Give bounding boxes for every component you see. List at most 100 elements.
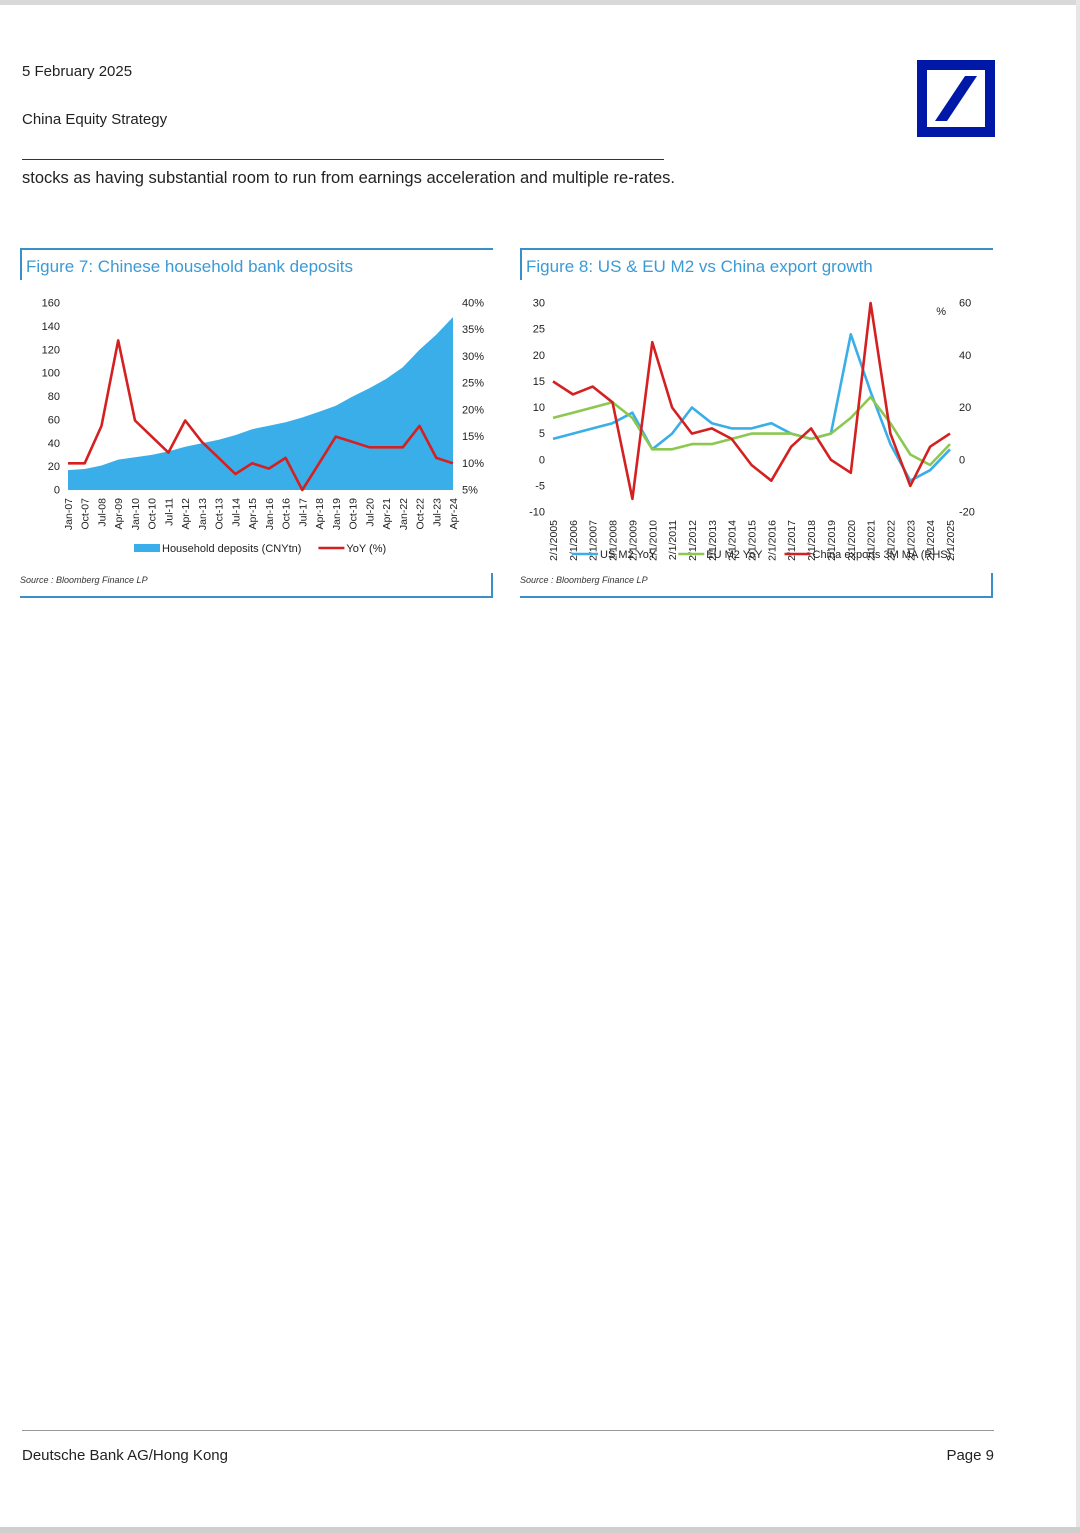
left-tick-label: 5: [539, 428, 545, 440]
figure-frame-bottom: [520, 596, 993, 598]
left-tick-label: 60: [48, 414, 60, 426]
x-tick-label: Oct-10: [147, 498, 159, 530]
x-tick-label: Jul-17: [297, 498, 309, 527]
footer-divider: [22, 1430, 994, 1431]
x-tick-label: 2/1/2013: [707, 520, 719, 561]
x-tick-label: Apr-24: [448, 498, 460, 530]
x-tick-label: 2/1/2006: [568, 520, 580, 561]
x-tick-label: Jul-23: [431, 498, 443, 527]
x-tick-label: 2/1/2009: [627, 520, 639, 561]
left-tick-label: 80: [48, 391, 60, 403]
x-tick-label: 2/1/2012: [687, 520, 699, 561]
legend-label: China exports 3M MA (RHS): [813, 549, 952, 561]
x-tick-label: Oct-07: [80, 498, 92, 530]
x-tick-label: 2/1/2008: [608, 520, 620, 561]
figure-7-chart: 0 20 40 60 80 100 120 140 160 5% 10% 15% 20% 25% 30% 35…: [42, 298, 485, 556]
report-date: 5 February 2025: [22, 63, 133, 80]
x-tick-label: Jul-20: [364, 498, 376, 527]
logo-slash-icon: [935, 76, 977, 121]
left-tick-label: 20: [533, 350, 545, 362]
figure-frame-top: [20, 248, 493, 250]
left-tick-label: 0: [539, 454, 545, 466]
left-tick-label: 10: [533, 402, 545, 414]
left-tick-label: 20: [48, 461, 60, 473]
right-tick-label: 0: [959, 454, 965, 466]
x-tick-label: Jan-10: [130, 498, 142, 530]
x-tick-label: Jan-22: [398, 498, 410, 530]
series-line-1: [552, 395, 951, 467]
x-tick-label: Apr-21: [381, 498, 393, 530]
left-tick-label: 100: [42, 368, 60, 380]
left-tick-label: 25: [533, 324, 545, 336]
body-paragraph: stocks as having substantial room to run…: [22, 169, 675, 187]
figure-8-title: Figure 8: US & EU M2 vs China export gro…: [526, 257, 873, 276]
x-tick-label: 2/1/2023: [905, 520, 917, 561]
right-axis-unit: %: [936, 306, 946, 318]
x-tick-label: Apr-09: [113, 498, 125, 530]
figure-8-source: Source : Bloomberg Finance LP: [520, 575, 648, 585]
series-area-0: [68, 317, 453, 490]
x-tick-label: 2/1/2017: [786, 520, 798, 561]
x-tick-label: 2/1/2007: [588, 520, 600, 561]
figure-8-chart: -10 -5 0 5 10 15 20 25 30 -20 0 20 40 60% 2/1/2005 2/1/…: [529, 298, 975, 562]
x-tick-label: Jan-16: [264, 498, 276, 530]
figure-7-source: Source : Bloomberg Finance LP: [20, 575, 148, 585]
left-tick-label: -5: [535, 480, 545, 492]
left-tick-label: 140: [42, 321, 60, 333]
figure-8: Figure 8: US & EU M2 vs China export gro…: [520, 248, 993, 598]
x-tick-label: Jul-14: [230, 498, 242, 527]
right-tick-label: 20: [959, 402, 971, 414]
left-tick-label: 15: [533, 376, 545, 388]
left-tick-label: 160: [42, 298, 60, 310]
right-tick-label: 40: [959, 350, 971, 362]
x-tick-label: Apr-15: [247, 498, 259, 530]
x-tick-label: 2/1/2015: [747, 520, 759, 561]
legend-label: YoY (%): [346, 543, 386, 555]
figure-frame-left: [520, 248, 522, 280]
x-tick-label: 2/1/2019: [826, 520, 838, 561]
x-tick-label: Oct-13: [214, 498, 226, 530]
x-tick-label: 2/1/2018: [806, 520, 818, 561]
x-tick-label: Jan-07: [63, 498, 75, 530]
page-top-border: [0, 0, 1080, 5]
legend-swatch: [134, 544, 160, 552]
series-line-1: [68, 339, 454, 492]
x-tick-label: 2/1/2016: [766, 520, 778, 561]
right-tick-label: 5%: [462, 485, 478, 497]
x-tick-label: 2/1/2011: [667, 520, 679, 560]
figure-7: Figure 7: Chinese household bank deposit…: [20, 248, 493, 598]
x-tick-label: Jan-13: [197, 498, 209, 530]
legend-label: US M2 YoY: [600, 549, 657, 561]
report-section: China Equity Strategy: [22, 111, 168, 128]
x-tick-label: 2/1/2020: [846, 520, 858, 561]
series-line-2: [552, 301, 951, 501]
right-tick-label: 25%: [462, 378, 484, 390]
x-tick-label: 2/1/2022: [885, 520, 897, 561]
x-tick-label: Jul-08: [96, 498, 108, 527]
x-tick-label: Oct-19: [348, 498, 360, 530]
x-tick-label: 2/1/2014: [727, 520, 739, 561]
x-tick-label: 2/1/2024: [925, 520, 937, 561]
footer-company: Deutsche Bank AG/Hong Kong: [22, 1447, 228, 1464]
figure-frame-right: [991, 573, 993, 598]
figure-7-title: Figure 7: Chinese household bank deposit…: [26, 257, 353, 276]
x-tick-label: Apr-18: [314, 498, 326, 530]
left-tick-label: 0: [54, 485, 60, 497]
right-tick-label: 30%: [462, 351, 484, 363]
right-tick-label: 60: [959, 298, 971, 310]
x-tick-label: 2/1/2010: [647, 520, 659, 561]
x-tick-label: Jul-11: [163, 498, 175, 526]
figure-frame-top: [520, 248, 993, 250]
left-tick-label: -10: [529, 507, 545, 519]
deutsche-bank-logo: [917, 60, 995, 137]
x-tick-label: 2/1/2025: [945, 520, 957, 561]
figure-frame-right: [491, 573, 493, 598]
right-tick-label: 40%: [462, 298, 484, 310]
figure-frame-bottom: [20, 596, 493, 598]
left-tick-label: 40: [48, 438, 60, 450]
legend-label: EU M2 YoY: [706, 549, 763, 561]
right-tick-label: 20%: [462, 404, 484, 416]
figure-frame-left: [20, 248, 22, 280]
legend-label: Household deposits (CNYtn): [162, 543, 301, 555]
x-tick-label: Apr-12: [180, 498, 192, 530]
